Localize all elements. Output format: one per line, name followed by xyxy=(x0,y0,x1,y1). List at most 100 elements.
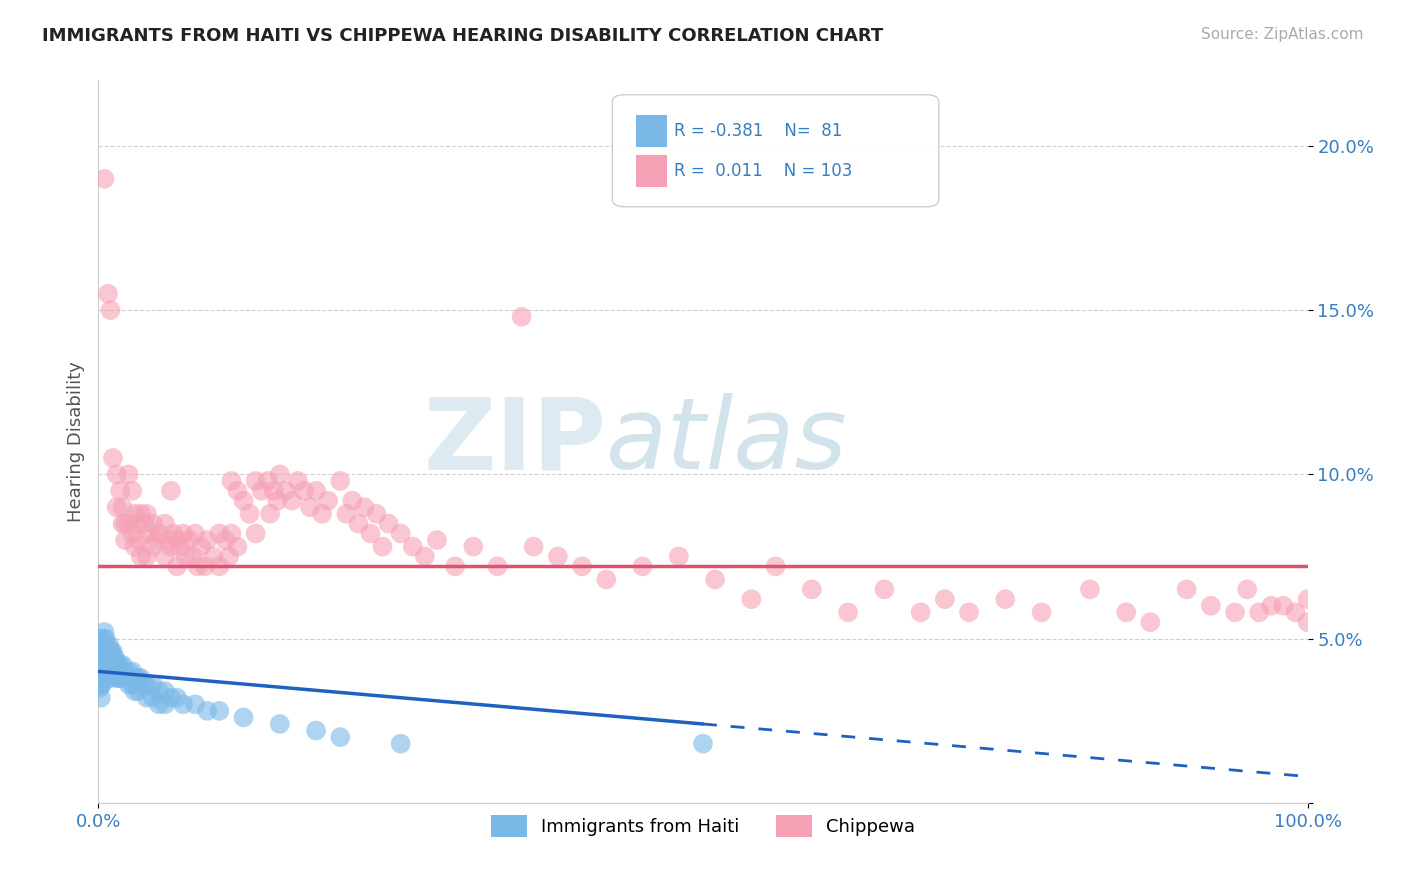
Point xyxy=(169,540,191,554)
Point xyxy=(194,559,217,574)
Point xyxy=(166,533,188,547)
Point xyxy=(1272,599,1295,613)
Point xyxy=(124,671,146,685)
Point xyxy=(571,559,593,574)
Point xyxy=(208,526,231,541)
Point xyxy=(329,474,352,488)
Point xyxy=(256,474,278,488)
Point xyxy=(100,303,122,318)
FancyBboxPatch shape xyxy=(613,95,939,207)
Point xyxy=(179,533,201,547)
Point xyxy=(250,483,273,498)
Text: R =  0.011    N = 103: R = 0.011 N = 103 xyxy=(673,162,852,180)
Point xyxy=(111,500,134,515)
Point xyxy=(118,467,141,482)
Point xyxy=(329,730,352,744)
Point xyxy=(1115,605,1137,619)
Point xyxy=(360,526,382,541)
Point xyxy=(208,704,231,718)
Point xyxy=(135,690,157,705)
Point xyxy=(91,645,114,659)
Point xyxy=(135,507,157,521)
Point xyxy=(226,483,249,498)
Point xyxy=(1249,605,1271,619)
Point xyxy=(371,540,394,554)
Point xyxy=(316,493,339,508)
Point xyxy=(292,483,315,498)
Point xyxy=(800,582,823,597)
Point xyxy=(342,493,364,508)
Point xyxy=(89,638,111,652)
Point xyxy=(413,549,436,564)
Point xyxy=(101,665,124,679)
Point xyxy=(299,500,322,515)
Point xyxy=(111,516,134,531)
Point xyxy=(463,540,485,554)
Y-axis label: Hearing Disability: Hearing Disability xyxy=(66,361,84,522)
Point xyxy=(108,483,131,498)
Point xyxy=(957,605,980,619)
Point xyxy=(740,592,762,607)
Point xyxy=(91,677,114,691)
Point xyxy=(124,684,146,698)
Point xyxy=(704,573,727,587)
Point xyxy=(90,690,112,705)
Point xyxy=(105,657,128,672)
Legend: Immigrants from Haiti, Chippewa: Immigrants from Haiti, Chippewa xyxy=(484,808,922,845)
Bar xyxy=(637,155,666,187)
Point xyxy=(114,665,136,679)
Point xyxy=(208,559,231,574)
Point xyxy=(138,526,160,541)
Point xyxy=(274,483,297,498)
Point xyxy=(90,677,112,691)
Point xyxy=(118,665,141,679)
Point xyxy=(97,657,120,672)
Point xyxy=(105,500,128,515)
Point xyxy=(94,665,117,679)
Point xyxy=(1139,615,1161,630)
Point xyxy=(98,651,121,665)
Point xyxy=(94,632,117,646)
Point xyxy=(96,638,118,652)
Point xyxy=(142,540,165,554)
Point xyxy=(426,533,449,547)
Point xyxy=(148,526,170,541)
Point xyxy=(100,657,122,672)
Point xyxy=(263,483,285,498)
Point xyxy=(134,516,156,531)
Point xyxy=(121,677,143,691)
Point xyxy=(1199,599,1222,613)
Point xyxy=(118,516,141,531)
Point xyxy=(311,507,333,521)
Point xyxy=(668,549,690,564)
Point xyxy=(93,657,115,672)
Point xyxy=(89,671,111,685)
Point xyxy=(1260,599,1282,613)
Point xyxy=(93,645,115,659)
Point xyxy=(148,684,170,698)
Point xyxy=(195,533,218,547)
Point xyxy=(353,500,375,515)
Point xyxy=(93,171,115,186)
Point xyxy=(100,645,122,659)
Text: R = -0.381    N=  81: R = -0.381 N= 81 xyxy=(673,122,842,140)
Point xyxy=(281,493,304,508)
Point xyxy=(305,483,328,498)
Point xyxy=(1236,582,1258,597)
Point xyxy=(91,665,114,679)
Point xyxy=(335,507,357,521)
Point xyxy=(873,582,896,597)
Point xyxy=(184,698,207,712)
Point xyxy=(114,533,136,547)
Point xyxy=(444,559,467,574)
Point xyxy=(94,651,117,665)
Point xyxy=(114,516,136,531)
Point xyxy=(90,651,112,665)
Text: Source: ZipAtlas.com: Source: ZipAtlas.com xyxy=(1201,27,1364,42)
Point xyxy=(160,690,183,705)
Point xyxy=(124,507,146,521)
Point xyxy=(142,516,165,531)
Point xyxy=(631,559,654,574)
Point xyxy=(765,559,787,574)
Point xyxy=(1223,605,1246,619)
